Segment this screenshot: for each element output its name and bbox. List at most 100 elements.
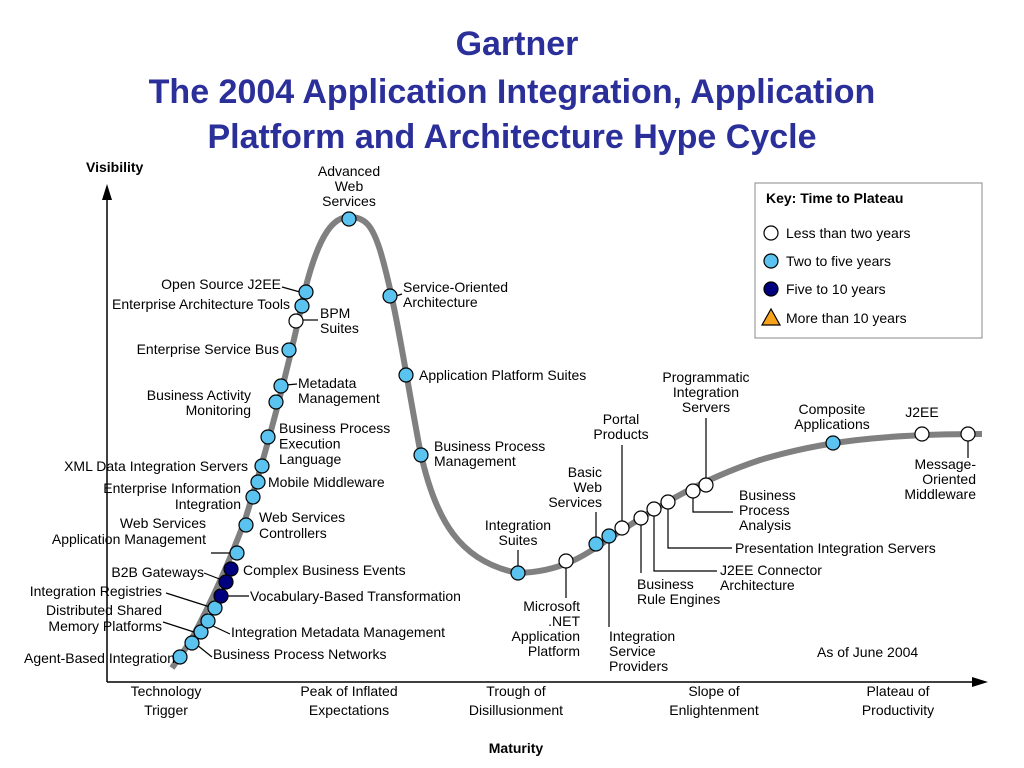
label-integration-service-providers: Integration Service Providers <box>609 628 675 674</box>
marker-presentation-integration-servers[interactable] <box>660 494 676 510</box>
label-vocabulary-based-transformation: Vocabulary-Based Transformation <box>250 588 461 604</box>
marker-distributed-shared-memory[interactable] <box>193 624 209 640</box>
technology-markers <box>172 211 976 665</box>
label-application-platform-suites: Application Platform Suites <box>419 367 586 383</box>
label-integration-metadata-management: Integration Metadata Management <box>231 624 445 640</box>
label-web-services-app-management: Web Services Application Management <box>52 515 206 547</box>
label-advanced-web-services: Advanced Web Services <box>318 163 380 209</box>
marker-complex-business-events[interactable] <box>223 561 239 577</box>
label-business-process-analysis: Business Process Analysis <box>739 487 796 533</box>
label-business-process-management: Business Process Management <box>434 438 545 469</box>
phase-technology-trigger: Technology Trigger <box>131 683 202 718</box>
marker-service-oriented-architecture[interactable] <box>382 288 398 304</box>
marker-message-oriented-middleware[interactable] <box>960 426 976 442</box>
legend-key: Key: Time to Plateau Less than two years… <box>754 182 983 339</box>
marker-programmatic-integration-servers[interactable] <box>698 477 714 493</box>
legend-item-two-to-five: Two to five years <box>786 253 891 269</box>
marker-advanced-web-services[interactable] <box>341 211 357 227</box>
label-agent-based-integration: Agent-Based Integration <box>24 650 175 666</box>
label-enterprise-information-integration: Enterprise Information Integration <box>103 480 241 512</box>
marker-business-process-networks[interactable] <box>184 635 200 651</box>
marker-business-rule-engines[interactable] <box>633 510 649 526</box>
label-open-source-j2ee: Open Source J2EE <box>161 276 281 292</box>
label-microsoft-net: Microsoft .NET Application Platform <box>512 598 581 659</box>
label-business-rule-engines: Business Rule Engines <box>637 576 720 607</box>
y-axis <box>102 184 112 682</box>
label-portal-products: Portal Products <box>593 411 648 442</box>
label-bpel: Business Process Execution Language <box>279 420 390 467</box>
label-web-services-controllers: Web Services Controllers <box>259 509 345 541</box>
marker-j2ee[interactable] <box>914 426 930 442</box>
marker-basic-web-services[interactable] <box>588 536 604 552</box>
marker-b2b-gateways[interactable] <box>218 574 234 590</box>
title-line-3: Platform and Architecture Hype Cycle <box>207 118 816 156</box>
marker-portal-products[interactable] <box>614 520 630 536</box>
y-axis-label: Visibility <box>86 159 144 175</box>
marker-metadata-management[interactable] <box>273 378 289 394</box>
legend-item-less-than-two: Less than two years <box>786 225 911 241</box>
label-bpm-suites: BPM Suites <box>320 305 359 336</box>
label-programmatic-integration-servers: Programmatic Integration Servers <box>662 369 749 415</box>
marker-integration-service-providers[interactable] <box>601 528 617 544</box>
marker-j2ee-connector-architecture[interactable] <box>646 501 662 517</box>
phase-trough: Trough of Disillusionment <box>469 683 563 718</box>
marker-xml-data-integration-servers[interactable] <box>254 458 270 474</box>
label-j2ee-connector-architecture: J2EE Connector Architecture <box>720 562 822 593</box>
phase-labels: Technology Trigger Peak of Inflated Expect… <box>131 683 935 718</box>
legend-circle-white-icon <box>763 225 779 241</box>
phase-peak: Peak of Inflated Expectations <box>300 683 397 718</box>
phase-slope: Slope of Enlightenment <box>669 683 759 718</box>
phase-plateau: Plateau of Productivity <box>862 683 934 718</box>
marker-composite-applications[interactable] <box>825 435 841 451</box>
label-b2b-gateways: B2B Gateways <box>111 564 204 580</box>
title-line-2: The 2004 Application Integration, Applic… <box>149 73 876 111</box>
label-complex-business-events: Complex Business Events <box>243 562 406 578</box>
label-metadata-management: Metadata Management <box>298 375 380 406</box>
legend-title: Key: Time to Plateau <box>766 190 903 206</box>
label-integration-registries: Integration Registries <box>30 583 162 599</box>
marker-web-services-app-management[interactable] <box>229 545 245 561</box>
marker-business-activity-monitoring[interactable] <box>268 394 284 410</box>
marker-microsoft-net[interactable] <box>558 553 574 569</box>
label-composite-applications: Composite Applications <box>794 401 870 432</box>
label-presentation-integration-servers: Presentation Integration Servers <box>735 540 936 556</box>
marker-open-source-j2ee[interactable] <box>298 284 314 300</box>
legend-item-more-than-ten: More than 10 years <box>786 310 907 326</box>
marker-business-process-management[interactable] <box>413 447 429 463</box>
marker-bpel[interactable] <box>260 429 276 445</box>
technology-labels: Agent-Based Integration Business Process… <box>24 163 976 674</box>
marker-integration-suites[interactable] <box>510 565 526 581</box>
label-distributed-shared-memory: Distributed Shared Memory Platforms <box>46 602 162 634</box>
legend-circle-blue-icon <box>763 253 779 269</box>
label-business-process-networks: Business Process Networks <box>213 646 387 662</box>
marker-web-services-controllers[interactable] <box>238 517 254 533</box>
label-mobile-middleware: Mobile Middleware <box>268 474 385 490</box>
label-integration-suites: Integration Suites <box>485 517 551 548</box>
title-line-1: Gartner <box>456 25 579 63</box>
legend-triangle-orange-icon <box>760 307 782 326</box>
marker-integration-registries[interactable] <box>207 600 223 616</box>
marker-business-process-analysis[interactable] <box>685 483 701 499</box>
legend-circle-navy-icon <box>763 281 779 297</box>
label-basic-web-services: Basic Web Services <box>548 464 602 510</box>
hype-curve <box>169 213 983 670</box>
x-axis-label: Maturity <box>489 740 544 756</box>
label-message-oriented-middleware: Message-Oriented Middleware <box>904 456 976 502</box>
label-xml-data-integration-servers: XML Data Integration Servers <box>64 458 248 474</box>
as-of-date: As of June 2004 <box>817 644 918 660</box>
marker-enterprise-information-integration[interactable] <box>245 489 261 505</box>
marker-mobile-middleware[interactable] <box>250 474 266 490</box>
marker-bpm-suites[interactable] <box>288 313 304 329</box>
label-business-activity-monitoring: Business Activity Monitoring <box>147 387 251 418</box>
label-enterprise-architecture-tools: Enterprise Architecture Tools <box>112 296 290 312</box>
marker-enterprise-service-bus[interactable] <box>281 342 297 358</box>
marker-vocabulary-based-transformation[interactable] <box>213 588 229 604</box>
marker-agent-based-integration[interactable] <box>172 649 188 665</box>
marker-enterprise-architecture-tools[interactable] <box>294 298 310 314</box>
marker-application-platform-suites[interactable] <box>398 367 414 383</box>
marker-integration-metadata-management[interactable] <box>200 613 216 629</box>
x-axis <box>107 677 988 687</box>
legend-item-five-to-ten: Five to 10 years <box>786 281 886 297</box>
label-j2ee: J2EE <box>905 404 938 420</box>
